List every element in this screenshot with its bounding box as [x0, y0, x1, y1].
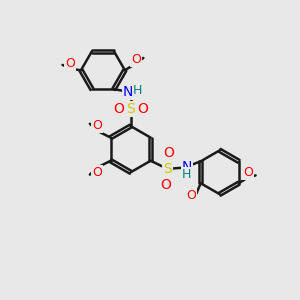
- Text: N: N: [123, 85, 133, 99]
- Text: S: S: [126, 102, 135, 116]
- Text: H: H: [182, 168, 191, 181]
- Text: O: O: [161, 178, 172, 192]
- Text: O: O: [137, 102, 148, 116]
- Text: S: S: [163, 162, 172, 176]
- Text: O: O: [92, 119, 102, 132]
- Text: O: O: [92, 166, 102, 179]
- Text: O: O: [65, 58, 75, 70]
- Text: O: O: [114, 102, 124, 116]
- Text: O: O: [131, 53, 141, 66]
- Text: O: O: [187, 189, 196, 202]
- Text: N: N: [182, 160, 192, 173]
- Text: O: O: [243, 166, 253, 179]
- Text: O: O: [163, 146, 174, 160]
- Text: H: H: [132, 85, 142, 98]
